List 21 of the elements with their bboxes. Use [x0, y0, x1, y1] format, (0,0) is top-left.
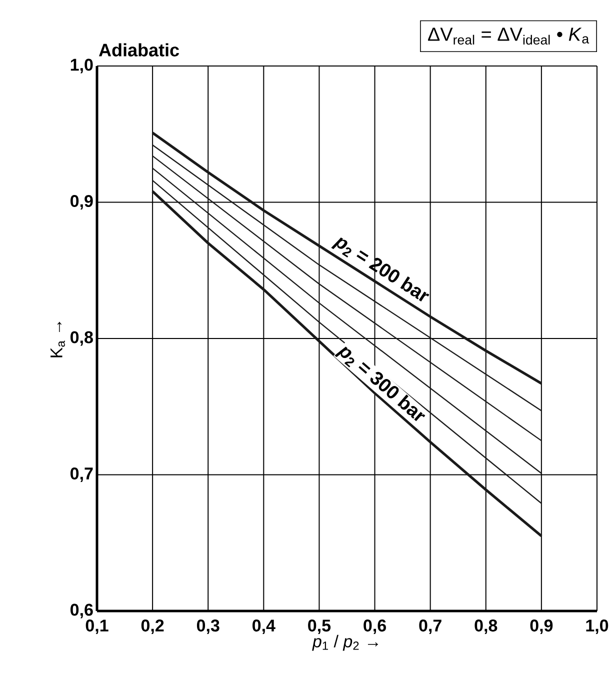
y-tick-label: 1,0 — [70, 58, 93, 74]
x-tick-label: 0,9 — [530, 620, 553, 634]
annotation: p$_{2}$ = 300 bar — [334, 346, 426, 422]
x-tick-label: 0,4 — [252, 620, 276, 634]
x-tick-label: 0,6 — [364, 620, 386, 634]
x-axis-title: p$_{1}$ / p$_{2}$ → — [312, 634, 378, 651]
x-tick-label: 0,2 — [141, 620, 164, 634]
x-tick-label: 0,5 — [308, 620, 331, 634]
y-tick-label: 0,9 — [70, 195, 93, 210]
y-tick-label: 0,6 — [70, 604, 93, 618]
x-tick-label: 0,3 — [196, 620, 220, 634]
x-tick-label: 1,0 — [586, 620, 608, 634]
y-axis-title: K$_{a}$ → — [50, 322, 65, 358]
y-tick-label: 0,7 — [70, 467, 93, 482]
x-tick-label: 0,7 — [419, 620, 442, 634]
annotation: p$_{2}$ = 200 bar — [331, 237, 430, 302]
x-tick-label: 0,1 — [86, 620, 108, 634]
y-tick-label: 0,8 — [70, 331, 93, 346]
x-tick-label: 0,8 — [474, 620, 498, 634]
chart-title: Adiabatic — [98, 43, 180, 56]
text: ΔV$_{real}$ = ΔV$_{ideal}$ • K$_{a}$ — [428, 28, 590, 45]
